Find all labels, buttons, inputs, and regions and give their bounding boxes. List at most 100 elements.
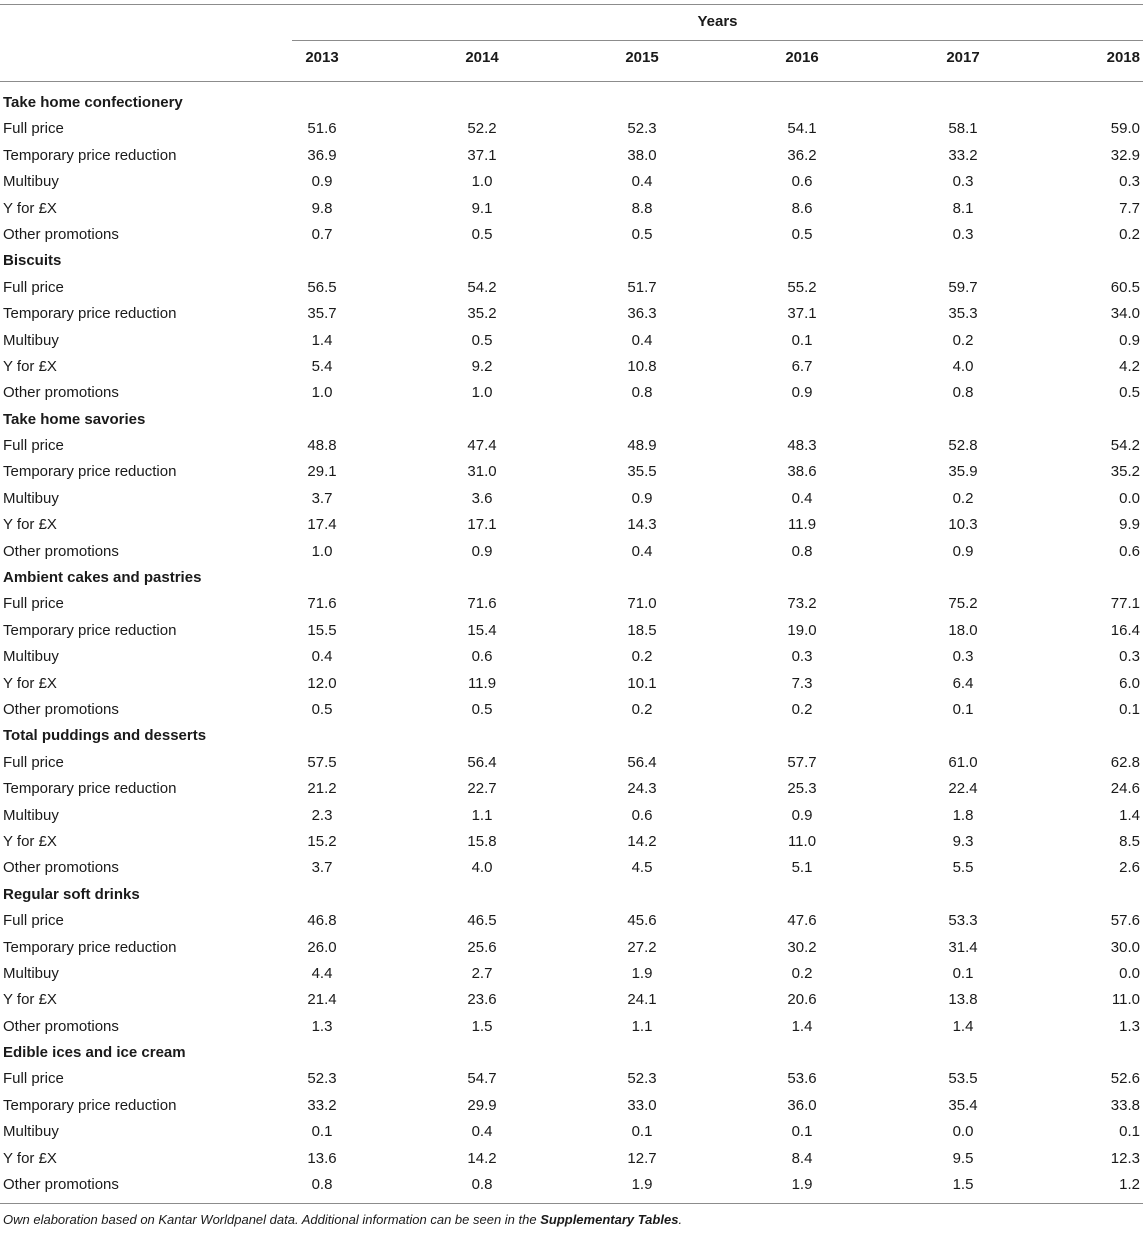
table-cell: 0.3 (952, 648, 974, 666)
table-cell: 53.5 (948, 1070, 978, 1088)
table-cell: 33.0 (627, 1096, 657, 1114)
table-cell: 22.7 (467, 780, 497, 798)
row-label: Full price (3, 1070, 64, 1088)
table-row: Full price 52.3 54.7 52.3 53.6 53.5 52.6 (0, 1066, 1143, 1092)
table-cell: 3.6 (471, 489, 493, 507)
table-cell: 0.2 (791, 964, 813, 982)
supplementary-tables-link[interactable]: Supplementary Tables (540, 1212, 679, 1227)
table-cell: 46.5 (467, 912, 497, 930)
table-cell: 9.9 (1119, 516, 1140, 534)
table-cell: 12.0 (307, 674, 337, 692)
table-row: Full price 48.8 47.4 48.9 48.3 52.8 54.2 (0, 433, 1143, 459)
table-row: Y for £X 5.4 9.2 10.8 6.7 4.0 4.2 (0, 354, 1143, 380)
table-cell: 35.5 (627, 463, 657, 481)
table-cell: 10.8 (627, 357, 657, 375)
row-label: Full price (3, 912, 64, 930)
table-cell: 9.5 (952, 1149, 974, 1167)
table-row: Other promotions 3.7 4.0 4.5 5.1 5.5 2.6 (0, 855, 1143, 881)
row-label: Temporary price reduction (3, 1096, 177, 1114)
table-cell: 1.5 (471, 1017, 493, 1035)
table-cell: 1.4 (952, 1017, 974, 1035)
years-group-header: Years (697, 13, 738, 30)
table-cell: 54.7 (467, 1070, 497, 1088)
table-cell: 48.3 (787, 437, 817, 455)
row-label: Other promotions (3, 1176, 119, 1194)
table-cell: 71.6 (467, 595, 497, 613)
row-label: Multibuy (3, 964, 59, 982)
table-cell: 0.6 (1119, 542, 1140, 560)
table-cell: 0.9 (1119, 331, 1140, 349)
table-row: Full price 46.8 46.5 45.6 47.6 53.3 57.6 (0, 908, 1143, 934)
table-cell: 52.6 (1110, 1070, 1140, 1088)
group-row: Take home savories (0, 407, 1143, 433)
table-cell: 4.0 (471, 859, 493, 877)
row-label: Y for £X (3, 357, 57, 375)
table-cell: 29.1 (307, 463, 337, 481)
table-cell: 5.4 (311, 357, 333, 375)
table-footnote: Own elaboration based on Kantar Worldpan… (3, 1211, 682, 1229)
table-cell: 14.3 (627, 516, 657, 534)
table-cell: 0.8 (631, 384, 653, 402)
table-cell: 3.7 (311, 489, 333, 507)
group-title: Take home savories (3, 410, 146, 428)
group-row: Edible ices and ice cream (0, 1040, 1143, 1066)
table-cell: 52.8 (948, 437, 978, 455)
table-cell: 61.0 (948, 753, 978, 771)
table-body: Take home confectionery Full price 51.6 52.… (0, 90, 1143, 1198)
table-row: Y for £X 9.8 9.1 8.8 8.6 8.1 7.7 (0, 196, 1143, 222)
table-cell: 22.4 (948, 780, 978, 798)
table-cell: 8.5 (1119, 832, 1140, 850)
table-cell: 11.9 (787, 516, 817, 534)
table-cell: 53.3 (948, 912, 978, 930)
table-cell: 4.4 (311, 964, 333, 982)
row-label: Temporary price reduction (3, 463, 177, 481)
table-row: Temporary price reduction 36.9 37.1 38.0 36.… (0, 143, 1143, 169)
table-cell: 35.7 (307, 305, 337, 323)
table-cell: 0.1 (1119, 1123, 1140, 1141)
row-label: Y for £X (3, 674, 57, 692)
table-cell: 60.5 (1110, 278, 1140, 296)
year-header: 2018 (1106, 49, 1140, 66)
table-cell: 1.0 (471, 173, 493, 191)
table-cell: 24.1 (627, 991, 657, 1009)
table-cell: 55.2 (787, 278, 817, 296)
group-title: Total puddings and desserts (3, 727, 207, 745)
table-row: Full price 71.6 71.6 71.0 73.2 75.2 77.1 (0, 591, 1143, 617)
row-label: Multibuy (3, 489, 59, 507)
table-row: Multibuy 0.4 0.6 0.2 0.3 0.3 0.3 (0, 644, 1143, 670)
table-cell: 35.2 (1110, 463, 1140, 481)
table-cell: 9.8 (311, 199, 333, 217)
footnote-text: Own elaboration based on Kantar Worldpan… (3, 1212, 541, 1227)
table-row: Y for £X 21.4 23.6 24.1 20.6 13.8 11.0 (0, 987, 1143, 1013)
table-cell: 8.8 (631, 199, 653, 217)
table-cell: 15.5 (307, 621, 337, 639)
table-cell: 57.7 (787, 753, 817, 771)
table-cell: 0.5 (471, 225, 493, 243)
table-cell: 62.8 (1110, 753, 1140, 771)
table-cell: 7.7 (1119, 199, 1140, 217)
table-cell: 0.2 (791, 700, 813, 718)
table-row: Temporary price reduction 35.7 35.2 36.3 37.… (0, 301, 1143, 327)
table-cell: 0.8 (311, 1176, 333, 1194)
table-cell: 58.1 (948, 120, 978, 138)
table-row: Other promotions 0.5 0.5 0.2 0.2 0.1 0.1 (0, 697, 1143, 723)
table-cell: 52.2 (467, 120, 497, 138)
table-cell: 1.1 (471, 806, 493, 824)
table-cell: 15.2 (307, 832, 337, 850)
table-cell: 16.4 (1110, 621, 1140, 639)
table-row: Full price 56.5 54.2 51.7 55.2 59.7 60.5 (0, 275, 1143, 301)
table-cell: 27.2 (627, 938, 657, 956)
group-row: Total puddings and desserts (0, 723, 1143, 749)
table-cell: 35.4 (948, 1096, 978, 1114)
table-cell: 14.2 (467, 1149, 497, 1167)
table-cell: 0.1 (1119, 700, 1140, 718)
table-cell: 15.4 (467, 621, 497, 639)
table-row: Y for £X 15.2 15.8 14.2 11.0 9.3 8.5 (0, 829, 1143, 855)
table-cell: 59.0 (1110, 120, 1140, 138)
table-cell: 48.9 (627, 437, 657, 455)
table-row: Full price 57.5 56.4 56.4 57.7 61.0 62.8 (0, 750, 1143, 776)
table-cell: 0.5 (471, 700, 493, 718)
table-cell: 0.9 (631, 489, 653, 507)
table-cell: 1.2 (1119, 1176, 1140, 1194)
table-cell: 0.3 (1119, 648, 1140, 666)
